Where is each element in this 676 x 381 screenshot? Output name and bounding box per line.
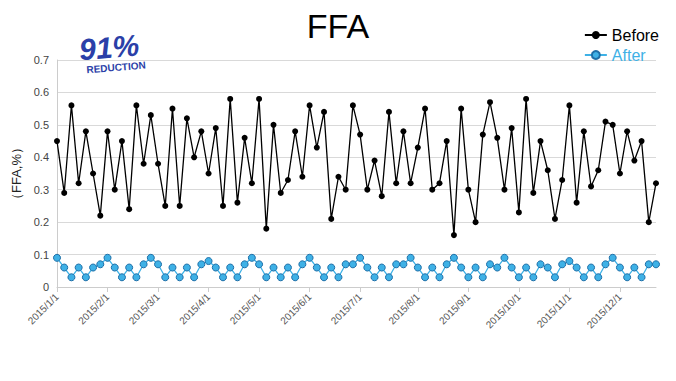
svg-text:REDUCTION: REDUCTION bbox=[86, 59, 146, 75]
svg-text:2015/6/1: 2015/6/1 bbox=[278, 291, 314, 327]
svg-text:2015/12/1: 2015/12/1 bbox=[585, 291, 625, 331]
svg-text:0.4: 0.4 bbox=[34, 151, 49, 163]
svg-text:After: After bbox=[612, 47, 646, 64]
svg-text:2015/2/1: 2015/2/1 bbox=[76, 291, 112, 327]
svg-text:Before: Before bbox=[612, 27, 659, 44]
svg-text:0.6: 0.6 bbox=[34, 86, 49, 98]
svg-text:2015/3/1: 2015/3/1 bbox=[127, 291, 163, 327]
svg-text:0.5: 0.5 bbox=[34, 119, 49, 131]
svg-text:0.3: 0.3 bbox=[34, 184, 49, 196]
svg-text:2015/1/1: 2015/1/1 bbox=[26, 291, 62, 327]
svg-text:2015/8/1: 2015/8/1 bbox=[386, 291, 422, 327]
svg-text:0.1: 0.1 bbox=[34, 249, 49, 261]
svg-text:2015/7/1: 2015/7/1 bbox=[329, 291, 365, 327]
svg-text:2015/9/1: 2015/9/1 bbox=[437, 291, 473, 327]
svg-text:2015/10/1: 2015/10/1 bbox=[484, 291, 524, 331]
svg-text:（FFA,%）: （FFA,%） bbox=[9, 141, 24, 206]
svg-text:2015/4/1: 2015/4/1 bbox=[177, 291, 213, 327]
svg-text:FFA: FFA bbox=[307, 7, 370, 45]
svg-text:0.2: 0.2 bbox=[34, 216, 49, 228]
svg-text:2015/11/1: 2015/11/1 bbox=[535, 291, 574, 330]
svg-text:91%: 91% bbox=[77, 28, 141, 67]
svg-text:0.7: 0.7 bbox=[34, 54, 49, 66]
svg-text:2015/5/1: 2015/5/1 bbox=[228, 291, 264, 327]
svg-text:0: 0 bbox=[43, 281, 49, 293]
